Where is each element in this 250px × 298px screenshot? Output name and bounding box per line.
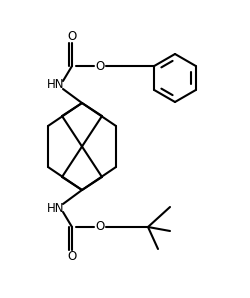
Text: O: O: [67, 30, 76, 43]
Text: HN: HN: [47, 78, 64, 91]
Text: O: O: [95, 221, 104, 234]
Text: O: O: [67, 251, 76, 263]
Text: HN: HN: [47, 201, 64, 215]
Text: O: O: [95, 60, 104, 72]
